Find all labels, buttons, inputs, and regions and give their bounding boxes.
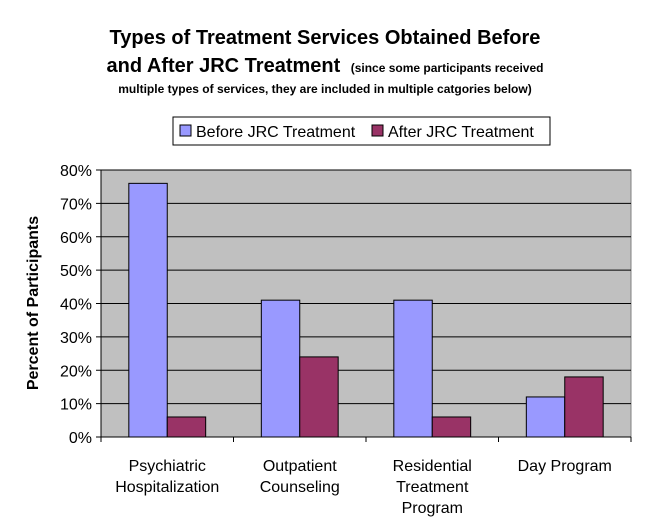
gridlines xyxy=(101,169,631,405)
chart-title-line2-main: and After JRC Treatment xyxy=(107,55,341,77)
y-tick-label: 20% xyxy=(60,363,92,380)
y-tick-label: 60% xyxy=(60,230,92,247)
legend-label-after: After JRC Treatment xyxy=(388,124,534,141)
bars xyxy=(128,182,604,438)
y-tick-label: 10% xyxy=(60,397,92,414)
y-tick-label: 50% xyxy=(60,263,92,280)
category-label: Program xyxy=(402,500,463,517)
legend-box xyxy=(172,116,551,146)
legend-label-before: Before JRC Treatment xyxy=(196,124,356,141)
bar-after-2 xyxy=(431,416,472,438)
category-labels: Psychiatric Hospitalization Outpatient Coun… xyxy=(115,458,612,517)
y-tick-label: 70% xyxy=(60,196,92,213)
category-label: Treatment xyxy=(396,479,469,496)
bar-after-3 xyxy=(564,376,604,438)
bar-before-0 xyxy=(128,182,168,438)
chart-title-line1: Types of Treatment Services Obtained Bef… xyxy=(110,27,541,49)
y-tick-label: 80% xyxy=(60,163,92,180)
y-axis-title: Percent of Participants xyxy=(25,216,42,390)
y-tick-label: 30% xyxy=(60,330,92,347)
category-label: Day Program xyxy=(518,458,612,475)
category-label: Hospitalization xyxy=(115,479,219,496)
legend-swatch-after xyxy=(371,124,384,137)
category-label: Residential xyxy=(393,458,472,475)
bar-before-1 xyxy=(260,299,301,438)
bar-before-2 xyxy=(393,299,433,438)
legend-swatch-before xyxy=(179,124,192,137)
category-label: Outpatient xyxy=(263,458,337,475)
category-label: Psychiatric xyxy=(129,458,206,475)
bar-after-1 xyxy=(299,356,339,438)
category-label: Counseling xyxy=(260,479,340,496)
chart-title-line3: multiple types of services, they are inc… xyxy=(118,82,531,96)
legend: Before JRC Treatment After JRC Treatment xyxy=(172,116,551,146)
chart-title-note: (since some participants received xyxy=(351,61,544,75)
chart-title-line2: and After JRC Treatment (since some part… xyxy=(107,55,544,77)
y-ticks: 0% 10% 20% 30% 40% 50% 60% 70% 80% xyxy=(60,163,101,447)
x-ticks xyxy=(100,437,632,442)
y-tick-label: 0% xyxy=(69,430,92,447)
bar-before-3 xyxy=(525,396,566,438)
bar-after-0 xyxy=(166,416,207,438)
y-tick-label: 40% xyxy=(60,297,92,314)
